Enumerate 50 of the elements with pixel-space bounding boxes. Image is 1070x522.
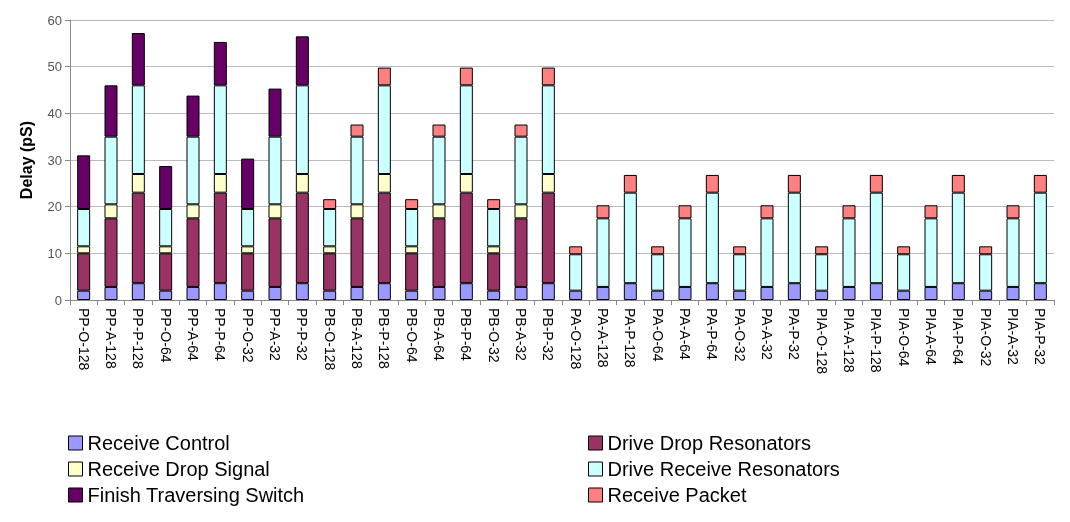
- x-tick-label: PB-A-128: [349, 308, 365, 369]
- y-tick-label: 50: [47, 59, 62, 75]
- y-tick-label: 60: [47, 12, 62, 28]
- x-tick-label: PA-P-32: [786, 308, 803, 361]
- legend-label: Receive Drop Signal: [87, 458, 270, 480]
- x-tick-label: PA-O-64: [649, 308, 666, 362]
- x-tick-label: PIA-O-128: [813, 308, 830, 375]
- y-tick-label: 10: [47, 245, 62, 261]
- x-tick-label: PA-O-32: [731, 308, 748, 362]
- x-tick-label: PP-P-128: [130, 308, 147, 369]
- x-tick-label: PIA-P-128: [868, 308, 885, 373]
- legend-label: Receive Control: [87, 432, 230, 454]
- x-tick-label: PA-A-128: [595, 308, 611, 368]
- x-tick-label: PA-A-32: [759, 308, 775, 361]
- legend-label: Drive Receive Resonators: [607, 458, 840, 480]
- x-tick-label: PIA-A-64: [923, 308, 939, 366]
- y-tick-label: 40: [47, 105, 62, 121]
- legend-label: Finish Traversing Switch: [87, 484, 305, 506]
- x-tick-label: PB-P-128: [376, 308, 393, 369]
- legend-label: Drive Drop Resonators: [607, 432, 811, 454]
- y-tick-label: 30: [47, 152, 62, 168]
- x-tick-label: PP-O-64: [157, 308, 174, 363]
- x-tick-label: PA-P-128: [622, 308, 639, 368]
- x-tick-label: PIA-P-32: [1032, 308, 1049, 366]
- y-tick-label: 0: [54, 292, 62, 308]
- x-tick-label: PP-A-128: [103, 308, 119, 369]
- x-tick-label: PA-O-128: [567, 308, 584, 370]
- x-tick-label: PP-O-128: [75, 308, 92, 371]
- y-axis-title: Delay (pS): [17, 120, 35, 200]
- x-tick-label: PB-P-64: [458, 308, 475, 362]
- x-tick-label: PIA-A-32: [1005, 308, 1021, 366]
- x-tick-label: PB-O-128: [321, 308, 338, 371]
- x-tick-label: PP-P-32: [294, 308, 311, 362]
- x-tick-label: PIA-A-128: [841, 308, 857, 373]
- x-tick-label: PB-A-64: [431, 308, 447, 362]
- x-tick-label: PB-A-32: [513, 308, 529, 362]
- x-tick-label: PP-A-32: [267, 308, 283, 362]
- x-tick-label: PP-O-32: [239, 308, 256, 363]
- x-tick-label: PA-P-64: [704, 308, 721, 361]
- x-tick-label: PIA-O-32: [977, 308, 994, 367]
- legend-label: Receive Packet: [607, 484, 747, 506]
- x-tick-label: PB-O-64: [403, 308, 420, 363]
- x-tick-label: PIA-O-64: [895, 308, 912, 367]
- x-tick-label: PB-P-32: [540, 308, 557, 362]
- x-tick-label: PP-A-64: [185, 308, 201, 362]
- x-tick-label: PB-O-32: [485, 308, 502, 363]
- x-tick-label: PA-A-64: [677, 308, 693, 361]
- x-tick-label: PP-P-64: [212, 308, 229, 362]
- x-tick-label: PIA-P-64: [950, 308, 967, 366]
- y-tick-label: 20: [47, 199, 62, 215]
